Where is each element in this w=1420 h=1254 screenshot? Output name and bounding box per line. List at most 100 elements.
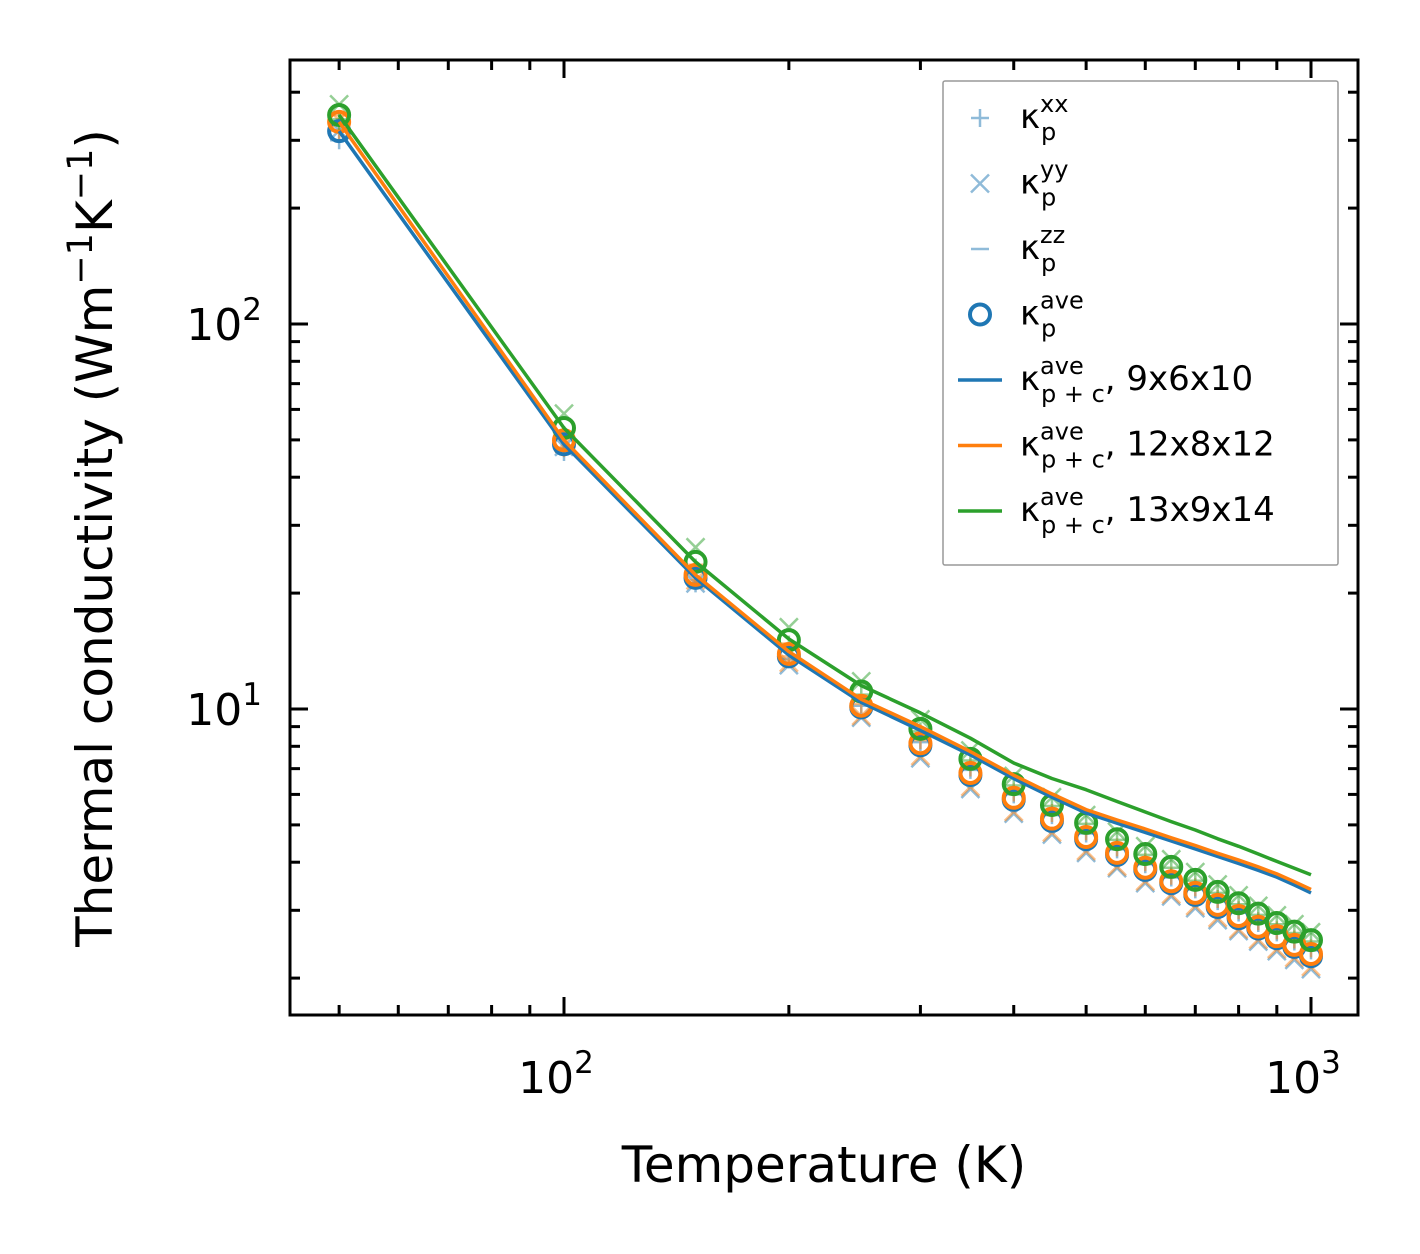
kave-point (683, 562, 708, 587)
kave-point (1226, 891, 1251, 916)
y-axis-label: Thermal conductivity (Wm−1K−1) (61, 129, 124, 948)
legend-suffix: , 12x8x12 (1105, 425, 1275, 465)
y-label-sup2: −1 (61, 149, 101, 201)
x-tick-base: 10 (518, 1053, 574, 1104)
legend-sup: yy (1040, 156, 1068, 184)
kpc-line-9x6x10 (337, 130, 1312, 895)
legend-symbol: κ (1020, 490, 1040, 530)
legend-sub: p (1041, 118, 1056, 146)
kave-point (327, 103, 352, 128)
kave-point (908, 716, 933, 741)
kave-point (1039, 806, 1064, 831)
legend-symbol: κ (1020, 294, 1040, 334)
legend-label: κyy p (1020, 156, 1068, 212)
x-tick-exp: 2 (574, 1045, 594, 1081)
legend-symbol: κ (1020, 228, 1040, 268)
kave-point (1183, 880, 1208, 905)
y-label-mid: K (66, 199, 124, 233)
legend-suffix: , 9x6x10 (1105, 359, 1253, 399)
kpc-line-12x8x12 (337, 120, 1312, 891)
y-tick-label: 101 (186, 677, 262, 736)
legend-sup: ave (1040, 483, 1084, 511)
legend-marker-circle (968, 302, 992, 327)
legend-marker-x (970, 173, 990, 194)
legend-item: κave p (968, 287, 1084, 343)
kyy-point (1185, 862, 1206, 882)
kave-point (1183, 867, 1208, 892)
legend-symbol: κ (1020, 163, 1040, 203)
legend-item: κyy p (970, 156, 1068, 212)
y-tick-label: 102 (186, 292, 262, 351)
legend-item: κzz p (971, 221, 1065, 277)
legend-sub: p (1041, 249, 1056, 277)
legend-sub: p (1041, 184, 1056, 212)
kave-point (1105, 827, 1130, 852)
kave-point (908, 731, 933, 756)
y-tick-base: 10 (186, 685, 242, 736)
kave-point (1133, 855, 1158, 880)
kave-point (1105, 840, 1130, 865)
kpc-line-13x9x14 (337, 113, 1312, 877)
kyy-point (1161, 849, 1182, 870)
kave-point (1205, 879, 1230, 904)
legend-frame (942, 80, 1339, 566)
plot-frame (288, 58, 1360, 1017)
kave-point (1299, 942, 1323, 967)
kyy-point (1135, 836, 1156, 857)
legend-suffix: , 13x9x14 (1105, 490, 1275, 530)
y-label-main: Thermal conductivity (Wm (66, 285, 124, 948)
kave-point (683, 549, 708, 574)
kyy-point (1284, 914, 1305, 935)
legend-sub: p (1041, 315, 1056, 343)
legend-label: κave p + c, 9x6x10 (1020, 352, 1253, 408)
kave-point (958, 760, 983, 785)
kave-point (1299, 928, 1323, 953)
y-label-sup1: −1 (61, 233, 101, 285)
kyy-point (1207, 874, 1228, 895)
legend-sub: p + c (1041, 511, 1105, 539)
legend-item: κxx p (971, 90, 1068, 146)
kave-point (776, 641, 801, 666)
y-label-end: ) (66, 129, 124, 149)
kave-point (1074, 825, 1099, 850)
legend-label: κave p + c, 13x9x14 (1020, 483, 1275, 539)
legend-sub: p + c (1041, 446, 1105, 474)
kave-point (1001, 785, 1026, 810)
kave-point (1159, 854, 1184, 879)
kave-point (1246, 901, 1271, 926)
kyy-point (1266, 905, 1287, 926)
legend-label: κave p + c, 12x8x12 (1020, 418, 1275, 474)
legend-item: κave p + c, 9x6x10 (958, 352, 1253, 408)
y-tick-exp: 2 (242, 292, 262, 328)
y-tick-base: 10 (186, 300, 242, 351)
legend-item: κave p + c, 12x8x12 (958, 418, 1275, 474)
x-tick-label: 103 (1265, 1045, 1341, 1104)
y-tick-exp: 1 (242, 677, 262, 713)
legend-sup: xx (1040, 90, 1068, 118)
legend-marker-plus (971, 109, 989, 127)
kave-point (1133, 842, 1158, 867)
legend-item: κave p + c, 13x9x14 (958, 483, 1275, 539)
legend-symbol: κ (1020, 97, 1040, 137)
legend-sup: ave (1040, 418, 1084, 446)
legend-label: κxx p (1020, 90, 1068, 146)
kyy-point (1248, 896, 1269, 916)
legend-symbol: κ (1020, 425, 1040, 465)
legend-label: κave p (1020, 287, 1084, 343)
legend-sup: zz (1040, 221, 1065, 249)
x-axis-label: Temperature (K) (621, 1136, 1026, 1194)
legend-label: κzz p (1020, 221, 1065, 277)
plot-marks (327, 94, 1323, 980)
x-tick-label: 102 (518, 1045, 594, 1104)
kave-point (1159, 869, 1184, 894)
x-tick-base: 10 (1265, 1053, 1321, 1104)
legend-symbol: κ (1020, 359, 1040, 399)
legend-sup: ave (1040, 352, 1084, 380)
legend-sub: p + c (1041, 380, 1105, 408)
x-tick-exp: 3 (1321, 1045, 1341, 1081)
legend-sup: ave (1040, 287, 1084, 315)
kyy-point (1228, 885, 1249, 906)
